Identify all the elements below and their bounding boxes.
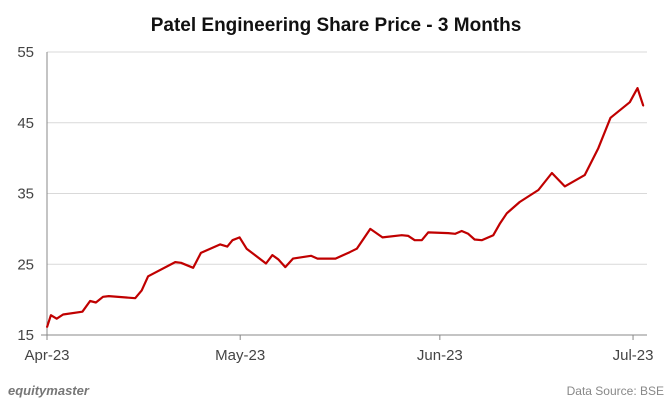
data-point <box>245 247 248 250</box>
data-point <box>369 228 372 230</box>
data-point <box>421 239 423 241</box>
data-point <box>284 266 287 268</box>
data-point <box>334 257 337 260</box>
data-point <box>62 313 64 316</box>
series-line <box>45 86 645 328</box>
data-point <box>95 301 97 304</box>
data-point <box>46 326 48 329</box>
data-point <box>147 275 149 278</box>
data-point <box>310 255 312 257</box>
data-source: Data Source: BSE <box>567 384 664 398</box>
data-point <box>50 314 52 317</box>
data-point <box>108 295 110 297</box>
data-point <box>192 267 194 269</box>
data-point <box>454 233 457 235</box>
data-point <box>480 239 483 241</box>
y-axis-ticks: 15 25 35 45 55 <box>17 44 34 344</box>
data-point <box>506 212 508 215</box>
x-axis: Apr-23 May-23 Jun-23 Jul-23 <box>24 52 653 364</box>
data-point <box>642 105 645 107</box>
data-point <box>427 231 430 234</box>
data-point <box>518 201 521 203</box>
chart-title: Patel Engineering Share Price - 3 Months <box>151 15 522 36</box>
data-point <box>265 262 267 265</box>
y-tick-label: 25 <box>17 256 34 273</box>
data-point <box>467 233 470 235</box>
data-point <box>292 257 294 260</box>
data-point <box>89 300 91 302</box>
x-tick-label: May-23 <box>215 347 265 364</box>
data-point <box>401 234 403 236</box>
data-point <box>356 247 358 250</box>
series-group <box>45 86 645 329</box>
data-point <box>200 252 202 254</box>
data-point <box>629 101 631 103</box>
y-tick-label: 45 <box>17 115 34 132</box>
data-point <box>537 189 540 191</box>
data-point <box>498 223 501 225</box>
data-point <box>231 239 234 241</box>
x-tick-label: Apr-23 <box>24 347 69 364</box>
data-point <box>55 317 58 320</box>
data-point <box>219 243 221 246</box>
data-point <box>174 261 176 263</box>
data-point <box>564 185 566 188</box>
data-point <box>271 254 274 256</box>
data-point <box>447 232 450 234</box>
data-point <box>134 297 136 300</box>
data-point <box>460 230 463 232</box>
data-point <box>81 310 84 313</box>
data-point <box>140 289 143 292</box>
data-point <box>492 234 495 236</box>
data-point <box>316 257 319 260</box>
data-point <box>636 87 639 89</box>
y-tick-label: 35 <box>17 186 34 203</box>
data-point <box>583 174 586 176</box>
data-point <box>238 236 241 239</box>
data-point <box>413 239 416 241</box>
y-tick-label: 15 <box>17 327 34 344</box>
data-point <box>381 236 384 239</box>
data-point <box>277 258 280 261</box>
data-point <box>348 251 351 253</box>
data-point <box>597 147 600 149</box>
equitymaster-logo: equitymaster <box>8 383 90 398</box>
data-point <box>473 238 476 241</box>
x-tick-label: Jul-23 <box>613 347 654 364</box>
data-point <box>180 262 182 264</box>
data-point <box>102 296 104 298</box>
data-point <box>609 117 612 119</box>
x-tick-label: Jun-23 <box>417 347 463 364</box>
gridlines <box>47 51 647 265</box>
y-tick-label: 55 <box>17 44 34 61</box>
data-point <box>407 235 410 237</box>
data-point <box>226 245 229 248</box>
data-point <box>551 172 553 174</box>
